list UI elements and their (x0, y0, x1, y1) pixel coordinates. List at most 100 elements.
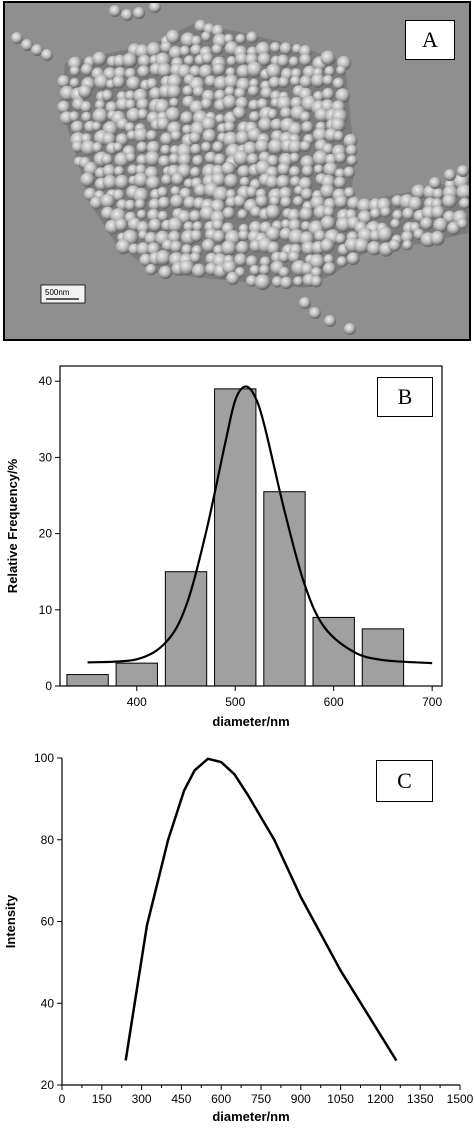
particle (160, 132, 174, 146)
particle (136, 242, 151, 256)
particle (367, 241, 382, 256)
histogram-svg: 400 500 600 700 0 10 20 30 40 diameter/nm Relative… (5, 365, 443, 729)
particle (212, 62, 226, 76)
particle (166, 29, 181, 44)
particle (444, 169, 456, 181)
particle (221, 161, 236, 176)
particle (429, 177, 441, 189)
histogram-bar (164, 571, 208, 687)
particle (146, 140, 161, 155)
particle (346, 155, 358, 166)
particle (343, 166, 356, 179)
particle (204, 75, 217, 88)
y-tick-label: 80 (41, 833, 55, 847)
particle (457, 165, 469, 177)
particle (235, 33, 246, 45)
fit-curve (87, 385, 433, 665)
panel-label-a: A (405, 20, 455, 60)
particle (336, 65, 347, 76)
particle (137, 54, 152, 68)
particle (213, 153, 226, 166)
particle (290, 75, 301, 87)
particle (402, 207, 415, 220)
particle (278, 251, 290, 263)
particle (211, 219, 224, 232)
particle (334, 194, 349, 209)
particle (212, 230, 226, 244)
particle (135, 164, 147, 176)
x-tick-label: 1050 (327, 1092, 354, 1106)
particle (247, 85, 260, 97)
particle (133, 187, 149, 204)
y-tick-label: 10 (39, 603, 53, 617)
particle (121, 9, 133, 21)
particle (299, 140, 312, 152)
particle (346, 252, 360, 265)
particle (127, 164, 139, 176)
particle (144, 232, 158, 245)
particle (259, 264, 270, 276)
particle (324, 315, 336, 327)
particle (353, 237, 370, 254)
histogram-bar (263, 491, 306, 687)
particle (322, 262, 337, 276)
particle (136, 98, 150, 111)
particle (137, 108, 149, 121)
particle (190, 44, 203, 57)
particle (180, 111, 194, 125)
particle (265, 204, 281, 220)
particle (442, 193, 457, 209)
particle (300, 262, 314, 276)
particle (332, 77, 345, 90)
particle (192, 221, 203, 232)
x-tick-label: 1200 (367, 1092, 394, 1106)
micrograph-image: 500nm (5, 3, 469, 339)
histogram-chart: 400 500 600 700 0 10 20 30 40 diameter/nm Relative… (0, 356, 474, 747)
particle (154, 99, 171, 115)
particle (312, 127, 328, 143)
particle (224, 86, 236, 98)
particle (401, 230, 414, 244)
particle (254, 274, 271, 291)
plot-frame (59, 365, 443, 687)
particle (377, 226, 393, 243)
particle (157, 186, 169, 198)
particle (233, 194, 247, 208)
particle (200, 141, 212, 153)
particle (213, 244, 224, 256)
particle (105, 101, 118, 114)
particle (137, 65, 151, 78)
particle (223, 121, 236, 133)
particle (222, 131, 239, 148)
x-tick-label: 750 (251, 1092, 271, 1106)
particle (183, 196, 197, 210)
particle (246, 153, 259, 166)
particle (232, 106, 247, 120)
particle (334, 151, 347, 164)
micrograph-panel: 500nm A (3, 1, 471, 341)
particle (407, 196, 423, 212)
particle (246, 31, 258, 44)
particle (102, 174, 118, 190)
particle (226, 56, 237, 67)
particle (148, 218, 162, 232)
particle (237, 165, 251, 179)
particle (198, 64, 214, 79)
particle (114, 174, 130, 190)
particle (265, 226, 281, 242)
particle (287, 139, 303, 155)
particle (322, 74, 334, 86)
particle (314, 230, 327, 242)
x-tick-label: 0 (59, 1092, 66, 1106)
particle (92, 108, 109, 124)
particle (100, 193, 116, 209)
particle (320, 183, 335, 199)
particle (287, 122, 303, 137)
particle (245, 255, 259, 268)
particle (80, 63, 94, 76)
histogram-bar (66, 674, 109, 687)
particle (168, 153, 180, 165)
particle (70, 120, 85, 134)
particle (212, 186, 229, 203)
particle (57, 100, 71, 114)
